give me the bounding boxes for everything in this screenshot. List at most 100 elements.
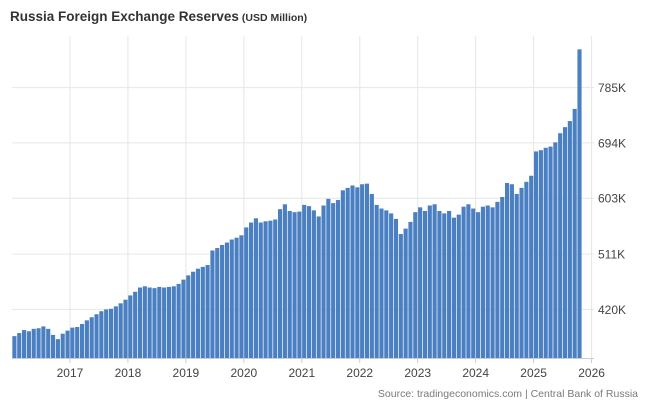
bar — [490, 207, 495, 358]
bar — [529, 175, 534, 358]
bar — [572, 108, 577, 358]
bar — [200, 266, 205, 358]
y-tick-label: 511K — [598, 248, 625, 262]
bar — [123, 299, 128, 358]
bar — [562, 127, 568, 358]
x-tick-label: 2017 — [57, 366, 84, 380]
bar — [36, 328, 41, 358]
bar — [181, 279, 186, 358]
bar — [244, 227, 249, 358]
bar — [191, 271, 196, 358]
bar — [476, 212, 481, 358]
bar — [567, 121, 572, 358]
bar — [340, 190, 345, 358]
bar — [195, 268, 201, 358]
bar — [403, 228, 408, 358]
bar — [17, 333, 22, 358]
bar — [12, 336, 17, 358]
bar — [287, 210, 292, 358]
bar — [50, 334, 56, 358]
x-tick-label: 2024 — [462, 366, 489, 380]
bar — [480, 206, 485, 358]
bar — [215, 248, 220, 358]
bar — [99, 311, 104, 358]
bar — [292, 212, 297, 358]
bar — [311, 210, 316, 358]
y-tick-label: 603K — [598, 192, 626, 206]
bar — [326, 198, 331, 358]
bar — [447, 210, 452, 358]
bar — [418, 207, 423, 358]
bar — [321, 205, 326, 358]
bars — [12, 49, 582, 359]
x-tick-label: 2019 — [173, 366, 200, 380]
bar — [176, 283, 181, 358]
bar — [220, 244, 225, 358]
bar — [369, 193, 374, 358]
bar — [31, 328, 36, 358]
bar — [389, 213, 394, 358]
bar — [210, 250, 215, 358]
bar — [500, 197, 505, 358]
bar — [379, 208, 384, 358]
bar — [128, 295, 133, 358]
bar — [519, 187, 524, 358]
bar — [422, 210, 428, 358]
bar — [89, 317, 94, 358]
bar — [205, 265, 210, 358]
y-tick-label: 785K — [598, 81, 626, 95]
bar — [79, 323, 85, 358]
chart-title-text: Russia Foreign Exchange Reserves — [10, 9, 239, 24]
bar — [84, 320, 89, 358]
bar — [277, 209, 283, 358]
bar — [331, 203, 336, 358]
bar — [108, 308, 114, 358]
bar — [543, 147, 548, 358]
bar — [577, 49, 582, 359]
x-tick-label: 2018 — [115, 366, 142, 380]
bar — [360, 184, 365, 358]
bar — [393, 218, 399, 358]
bar — [75, 327, 80, 358]
bar — [451, 217, 456, 358]
bar — [350, 185, 355, 358]
bar — [273, 219, 278, 358]
chart-title-unit: (USD Million) — [241, 12, 308, 24]
bar — [133, 291, 138, 358]
bar — [152, 288, 157, 358]
bar — [55, 339, 60, 358]
bar — [162, 287, 167, 358]
bar — [229, 239, 234, 358]
bar — [263, 221, 268, 358]
source-note: Source: tradingeconomics.com | Central B… — [377, 388, 638, 400]
bar — [306, 206, 312, 358]
bar — [316, 216, 321, 358]
bar — [374, 204, 379, 358]
bar — [504, 183, 510, 358]
bar — [70, 327, 75, 358]
bar — [282, 204, 287, 358]
bar — [408, 221, 413, 358]
bar — [345, 187, 350, 358]
chart-title: Russia Foreign Exchange Reserves (USD Mil… — [10, 9, 307, 24]
bar — [157, 286, 162, 358]
bar — [427, 205, 432, 358]
x-tick-label: 2020 — [230, 366, 257, 380]
bar — [524, 181, 529, 358]
bar — [548, 146, 553, 358]
bar — [65, 330, 70, 358]
x-tick-label: 2022 — [346, 366, 373, 380]
bar — [413, 212, 418, 358]
bar — [297, 211, 302, 358]
bar — [41, 326, 46, 358]
bar — [335, 200, 341, 358]
bar — [26, 331, 31, 358]
bar — [253, 218, 258, 358]
bar — [224, 242, 229, 358]
y-tick-label: 694K — [598, 136, 626, 150]
bar — [268, 220, 273, 358]
bar — [471, 208, 476, 358]
bar — [22, 330, 27, 358]
x-tick-label: 2021 — [288, 366, 315, 380]
